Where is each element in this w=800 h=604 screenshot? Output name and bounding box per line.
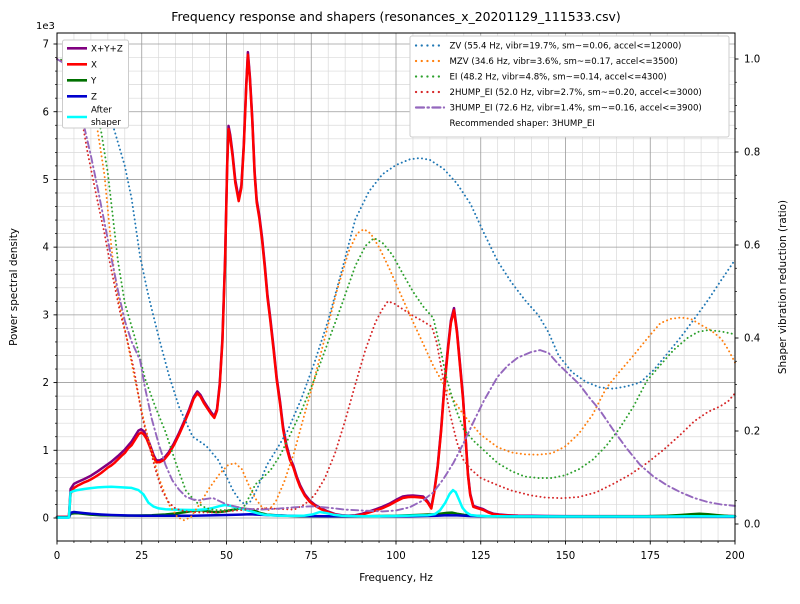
legend-item-label: 3HUMP_EI (72.6 Hz, vibr=1.4%, sm~=0.16, … — [450, 104, 702, 114]
y-left-tick-label: 5 — [43, 175, 49, 186]
y-left-axis-label: Power spectral density — [8, 228, 20, 346]
legend-item-label: Y — [90, 77, 97, 87]
legend-psd-box — [62, 39, 129, 129]
y-left-tick-label: 4 — [43, 243, 49, 254]
x-tick-label: 0 — [54, 551, 60, 562]
legend-item-2hump_ei: 2HUMP_EI (52.0 Hz, vibr=2.7%, sm~=0.20, … — [414, 88, 702, 98]
y-right-tick-label: 0.0 — [744, 520, 760, 531]
y-left-tick-label: 7 — [43, 40, 49, 51]
x-tick-label: 50 — [220, 551, 233, 562]
y-left-multiplier: 1e3 — [36, 21, 55, 32]
x-tick-label: 25 — [135, 551, 148, 562]
legend-item-after: After shaper — [67, 106, 121, 128]
legend-item-x-y-z: X+Y+Z — [67, 45, 123, 55]
y-right-axis-label: Shaper vibration reduction (ratio) — [777, 200, 789, 374]
y-left-tick-label: 2 — [43, 378, 49, 389]
legend-item-label: EI (48.2 Hz, vibr=4.8%, sm~=0.14, accel<… — [450, 73, 667, 83]
y-left-tick-label: 1 — [43, 446, 49, 457]
curve-x — [55, 53, 737, 519]
x-tick-label: 75 — [305, 551, 318, 562]
y-right-tick-label: 0.8 — [744, 148, 760, 159]
psd-curves — [55, 50, 737, 519]
legend-shapers-box — [409, 35, 730, 138]
legend-psd: X+Y+Z XYZ After shaper — [62, 39, 129, 129]
legend-item-ei: EI (48.2 Hz, vibr=4.8%, sm~=0.14, accel<… — [414, 73, 667, 83]
legend-item-3hump_ei: 3HUMP_EI (72.6 Hz, vibr=1.4%, sm~=0.16, … — [414, 104, 702, 114]
curve-3hump-ei — [56, 58, 736, 513]
legend-item-z: Z — [67, 93, 97, 103]
y-left-tick-label: 3 — [43, 310, 49, 321]
legend-item-zv: ZV (55.4 Hz, vibr=19.7%, sm~=0.06, accel… — [414, 42, 682, 52]
legend-item-label: ZV (55.4 Hz, vibr=19.7%, sm~=0.06, accel… — [450, 42, 682, 52]
legend-item-label: MZV (34.6 Hz, vibr=3.6%, sm~=0.17, accel… — [450, 57, 678, 67]
x-tick-label: 175 — [641, 551, 660, 562]
curve-after-shaper — [55, 485, 737, 519]
legend-item-mzv: MZV (34.6 Hz, vibr=3.6%, sm~=0.17, accel… — [414, 57, 678, 67]
legend-item-label: X — [91, 61, 97, 71]
legend-item-label: Z — [91, 93, 97, 103]
curve-zv — [56, 58, 736, 506]
legend-item-label: 2HUMP_EI (52.0 Hz, vibr=2.7%, sm~=0.20, … — [450, 88, 702, 98]
y-left-tick-label: 0 — [43, 514, 49, 525]
legend-item-x: X — [67, 61, 97, 71]
y-right-tick-label: 0.2 — [744, 427, 760, 438]
legend-item-label-line2: shaper — [91, 118, 121, 128]
legend-recommended-shaper: Recommended shaper: 3HUMP_EI — [450, 119, 595, 129]
y-right-tick-label: 0.6 — [744, 241, 760, 252]
shaper-ratio-curves — [56, 58, 736, 522]
legend-item-label: After — [91, 106, 112, 116]
legend-item-label: X+Y+Z — [91, 45, 123, 55]
x-tick-label: 125 — [471, 551, 490, 562]
tick-labels: 0 25 50 75 100 125 150 175 200 0 1 2 3 4 5 6 7 0.0 0.2 0.4 0… — [43, 40, 761, 562]
chart-title: Frequency response and shapers (resonanc… — [171, 9, 620, 24]
curve-mzv — [56, 58, 736, 522]
y-right-tick-label: 1.0 — [744, 55, 760, 66]
legend-shapers: ZV (55.4 Hz, vibr=19.7%, sm~=0.06, accel… — [409, 35, 730, 138]
axis-ticks — [53, 43, 739, 545]
y-left-tick-label: 6 — [43, 107, 49, 118]
x-tick-label: 200 — [725, 551, 744, 562]
x-tick-label: 150 — [556, 551, 575, 562]
x-axis-label: Frequency, Hz — [359, 572, 433, 584]
x-tick-label: 100 — [386, 551, 405, 562]
y-right-tick-label: 0.4 — [744, 334, 760, 345]
legend-item-y: Y — [67, 77, 97, 87]
